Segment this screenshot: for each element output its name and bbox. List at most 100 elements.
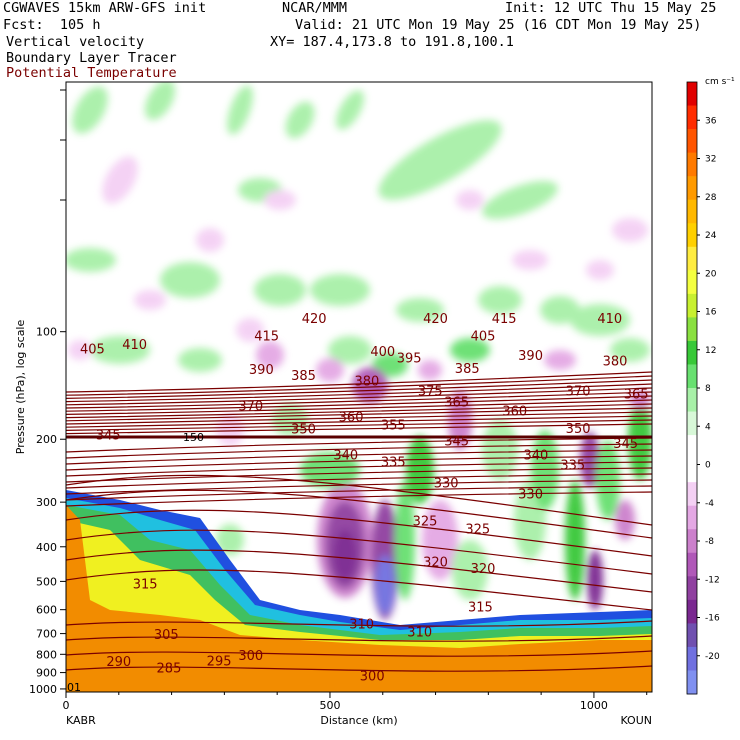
theta-label: 330 xyxy=(434,476,459,491)
theta-label: 295 xyxy=(207,655,232,670)
x-tick-label: 1000 xyxy=(580,699,608,712)
theta-contour xyxy=(66,665,652,672)
colorbar-segment xyxy=(687,199,697,224)
colorbar-label: -8 xyxy=(705,537,714,547)
theta-contour xyxy=(66,371,652,393)
theta-contour xyxy=(66,467,652,483)
theta-contour xyxy=(66,479,652,495)
colorbar-segment xyxy=(687,646,697,671)
colorbar-segment xyxy=(687,670,697,695)
center-label: NCAR/MMM xyxy=(282,0,348,16)
theta-label: 395 xyxy=(397,352,422,367)
theta-label: 415 xyxy=(254,329,279,344)
theta-contour xyxy=(66,391,652,409)
colorbar-segment xyxy=(687,270,697,295)
theta-contour xyxy=(66,387,652,406)
field-boundary-layer-tracer: Boundary Layer Tracer xyxy=(6,50,177,66)
theta-contour xyxy=(66,474,652,526)
colorbar-label: 20 xyxy=(705,269,717,279)
x-axis: 0 500 1000 xyxy=(63,692,648,712)
endpoint-right: KOUN xyxy=(620,714,652,727)
theta-contour xyxy=(66,407,652,422)
theta-label: 300 xyxy=(238,649,263,664)
theta-label: 290 xyxy=(106,655,131,670)
theta-contour xyxy=(66,403,652,419)
theta-label: 340 xyxy=(333,448,358,463)
theta-contour xyxy=(66,650,652,657)
theta-label: 370 xyxy=(238,400,263,415)
colorbar-segment xyxy=(687,576,697,601)
colorbar-segment xyxy=(687,388,697,413)
theta-contour xyxy=(66,437,652,453)
colorbar-segment xyxy=(687,529,697,554)
colorbar-label: 16 xyxy=(705,308,717,318)
theta-label: 385 xyxy=(455,362,480,377)
colorbar-label: -20 xyxy=(705,652,720,662)
colorbar-segment xyxy=(687,82,697,107)
theta-label: 370 xyxy=(566,384,591,399)
corner-label: 01 xyxy=(67,681,81,694)
theta-label: 315 xyxy=(468,601,493,616)
colorbar-segment xyxy=(687,364,697,389)
tracer-orange-band xyxy=(66,505,652,692)
colorbar-segment xyxy=(687,246,697,271)
theta-label: 360 xyxy=(339,411,364,426)
theta-label: 310 xyxy=(349,617,374,632)
theta-label: 385 xyxy=(291,369,316,384)
theta-label: 345 xyxy=(96,428,121,443)
y-axis: 100 200 300 400 500 600 700 800 900 1000 xyxy=(29,89,66,696)
theta-contour xyxy=(66,485,652,501)
theta-label: 325 xyxy=(465,523,490,538)
colorbar-label: 32 xyxy=(705,155,716,165)
colorbar-segment xyxy=(687,482,697,507)
y-tick-label: 800 xyxy=(36,648,57,661)
theta-label: 390 xyxy=(518,349,543,364)
theta-label: 345 xyxy=(444,435,469,450)
theta-contour xyxy=(66,620,652,627)
theta-label: 390 xyxy=(249,363,274,378)
x-tick-label: 0 xyxy=(63,699,70,712)
theta-label: 410 xyxy=(597,312,622,327)
colorbar-segment xyxy=(687,105,697,130)
theta-label: 350 xyxy=(566,422,591,437)
colorbar-segment xyxy=(687,435,697,460)
theta-label: 350 xyxy=(291,423,316,438)
theta-contour xyxy=(66,529,652,575)
theta-label: 365 xyxy=(624,388,649,403)
theta-label: 410 xyxy=(122,338,147,353)
theta-contour xyxy=(66,489,652,539)
colorbar-label: -12 xyxy=(705,575,720,585)
colorbar-label: -16 xyxy=(705,614,720,624)
potential-temperature-contours xyxy=(66,371,652,672)
y-tick-label: 300 xyxy=(36,496,57,509)
cross-section-endpoints: XY= 187.4,173.8 to 191.8,100.1 xyxy=(270,34,514,50)
field-vertical-velocity: Vertical velocity xyxy=(6,34,145,50)
theta-label: 285 xyxy=(157,662,182,677)
theta-contour xyxy=(66,395,652,412)
theta-contour xyxy=(66,411,652,425)
theta-contour xyxy=(66,375,652,396)
y-tick-label: 1000 xyxy=(29,683,57,696)
colorbar-segment xyxy=(687,599,697,624)
theta-label: 300 xyxy=(360,669,385,684)
theta-contour xyxy=(66,443,652,459)
x-tick-label: 500 xyxy=(319,699,340,712)
theta-label: 320 xyxy=(423,555,448,570)
theta-label: 405 xyxy=(80,342,105,357)
theta-label: 415 xyxy=(492,312,517,327)
field-potential-temperature: Potential Temperature xyxy=(6,65,177,81)
init-time: Init: 12 UTC Thu 15 May 25 xyxy=(505,0,717,16)
colorbar: 36 32 28 24 20 16 12 8 4 0 -4 -8 -12 -16 -20 xyxy=(686,81,720,695)
theta-label: 360 xyxy=(502,404,527,419)
colorbar-segment xyxy=(687,340,697,365)
y-tick-label: 500 xyxy=(36,575,57,588)
theta-label: 320 xyxy=(471,562,496,577)
theta-contour xyxy=(66,509,652,557)
theta-contour xyxy=(66,635,652,642)
theta-contour xyxy=(66,415,652,428)
colorbar-segment xyxy=(687,411,697,436)
theta-contour xyxy=(66,549,652,593)
theta-contour xyxy=(66,379,652,399)
colorbar-segment xyxy=(687,458,697,483)
